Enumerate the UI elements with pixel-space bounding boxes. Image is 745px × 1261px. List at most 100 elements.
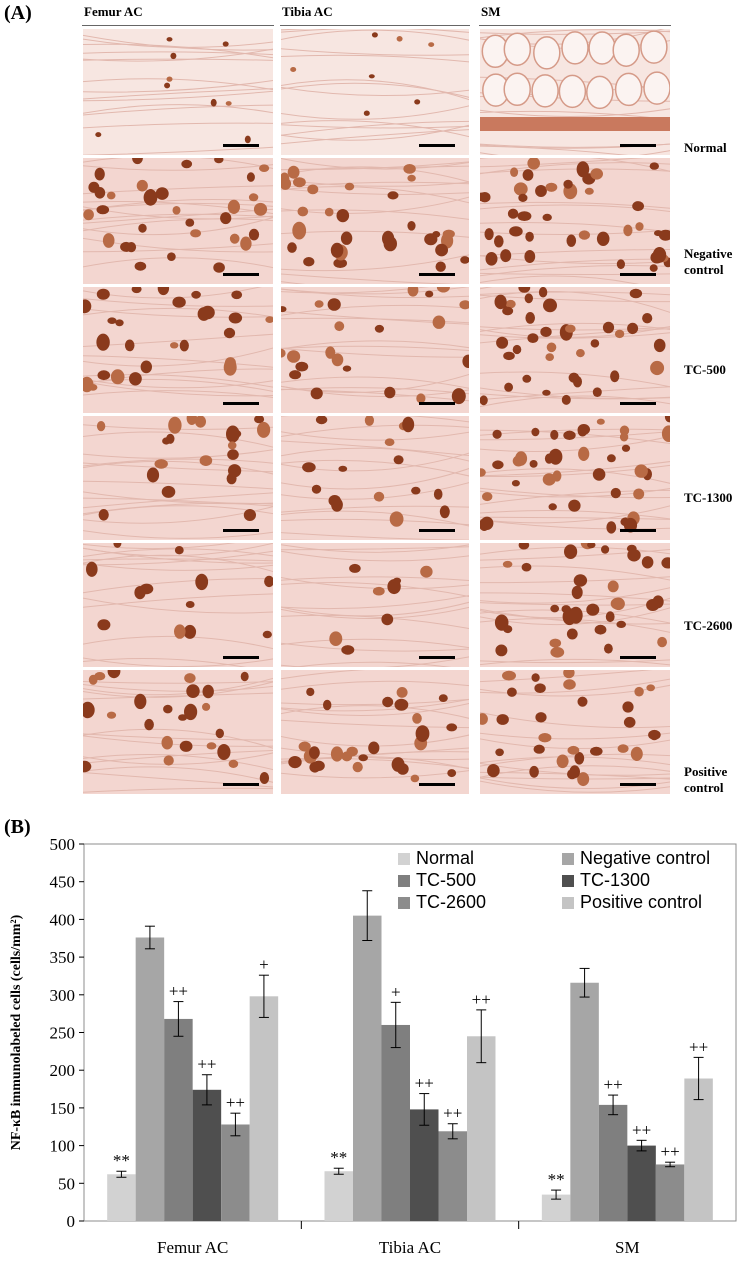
micrograph-image	[83, 670, 273, 794]
tissue-fibre	[281, 376, 469, 389]
tissue-fibre	[83, 677, 273, 696]
nucleus	[531, 673, 540, 682]
nucleus	[503, 351, 515, 361]
nucleus	[614, 329, 625, 339]
nucleus	[607, 580, 619, 593]
nucleus	[412, 713, 422, 724]
tissue-fibre	[480, 395, 670, 408]
nucleus	[393, 455, 404, 465]
micrograph-image	[281, 416, 469, 540]
tissue-fibre	[83, 681, 273, 684]
nucleus	[480, 713, 488, 725]
tissue-fibre	[480, 678, 670, 694]
nucleus	[495, 644, 508, 657]
tissue-fibre	[480, 780, 670, 793]
nucleus	[170, 52, 177, 60]
nucleus	[574, 752, 585, 765]
row-label-positive-control: Positive control	[684, 764, 728, 795]
micrograph-image	[83, 158, 273, 284]
nucleus	[492, 429, 502, 439]
nucleus	[217, 744, 231, 760]
panel-a-label: (A)	[4, 2, 32, 24]
nucleus	[550, 429, 559, 440]
tissue-fibre	[480, 332, 670, 339]
nucleus	[372, 586, 385, 596]
scale-bar	[419, 783, 455, 786]
adipocyte	[586, 75, 614, 110]
adipocyte	[503, 32, 532, 66]
nucleus	[563, 670, 575, 679]
nucleus	[161, 485, 176, 498]
tissue-fibre	[281, 287, 430, 294]
tissue-fibre	[281, 416, 469, 423]
scale-bar	[223, 144, 259, 147]
nucleus	[179, 740, 193, 752]
tissue-fibre	[83, 347, 273, 367]
tissue-fibre	[83, 563, 273, 571]
bar	[353, 915, 382, 1221]
nucleus	[571, 585, 583, 600]
legend-label: TC-500	[416, 870, 476, 890]
tissue-fibre	[83, 43, 273, 59]
y-tick-label: 50	[58, 1174, 75, 1193]
tissue-fibre	[83, 368, 273, 385]
nucleus	[396, 763, 409, 775]
tissue-fibre	[83, 58, 273, 61]
nucleus	[518, 193, 528, 202]
tissue-fibre	[480, 201, 670, 209]
nucleus	[228, 759, 239, 768]
nucleus	[107, 317, 117, 324]
nucleus	[542, 473, 556, 486]
tissue-fibre	[83, 681, 273, 698]
nucleus	[293, 177, 306, 188]
tissue-fibre	[480, 431, 670, 441]
nucleus	[549, 638, 562, 648]
legend-swatch	[398, 875, 410, 887]
tissue-fibre	[480, 565, 670, 581]
adipocyte	[643, 71, 670, 105]
nucleus	[231, 290, 243, 300]
nucleus	[606, 521, 617, 534]
tissue-fibre	[83, 381, 273, 397]
tissue-fibre	[480, 265, 670, 277]
nucleus	[195, 573, 209, 591]
nucleus	[622, 701, 634, 713]
nucleus	[265, 316, 273, 323]
nucleus	[349, 563, 361, 573]
nucleus	[172, 296, 186, 308]
nucleus	[381, 613, 394, 626]
bar	[684, 1078, 713, 1221]
nucleus	[329, 631, 343, 646]
tissue-fibre	[281, 345, 469, 352]
nucleus	[162, 437, 171, 445]
legend-label: TC-1300	[580, 870, 650, 890]
tissue-fibre	[83, 657, 247, 667]
row-label-normal: Normal	[684, 140, 727, 155]
nucleus	[336, 209, 350, 223]
nucleus	[287, 165, 300, 179]
nucleus	[394, 698, 409, 711]
nucleus	[623, 224, 633, 237]
nucleus	[545, 353, 554, 361]
nucleus	[330, 242, 344, 258]
significance-mark: ++	[226, 1093, 245, 1112]
nucleus	[509, 226, 523, 237]
nucleus	[138, 223, 147, 233]
legend-label: Positive control	[580, 892, 702, 912]
legend-swatch	[398, 853, 410, 865]
nucleus	[432, 315, 446, 329]
nucleus	[542, 213, 552, 221]
tissue-fibre	[281, 317, 469, 324]
nucleus	[592, 468, 606, 481]
tissue-fibre	[281, 670, 366, 680]
nucleus	[186, 416, 197, 425]
nucleus	[215, 728, 224, 739]
nucleus	[576, 349, 585, 358]
tissue-fibre	[281, 188, 469, 195]
nucleus	[191, 290, 201, 299]
adipocyte	[588, 31, 616, 65]
micrograph-tile-r2-c2	[479, 286, 671, 414]
nucleus	[174, 546, 184, 555]
nucleus	[601, 545, 610, 554]
micrograph-tile-r2-c0	[82, 286, 274, 414]
